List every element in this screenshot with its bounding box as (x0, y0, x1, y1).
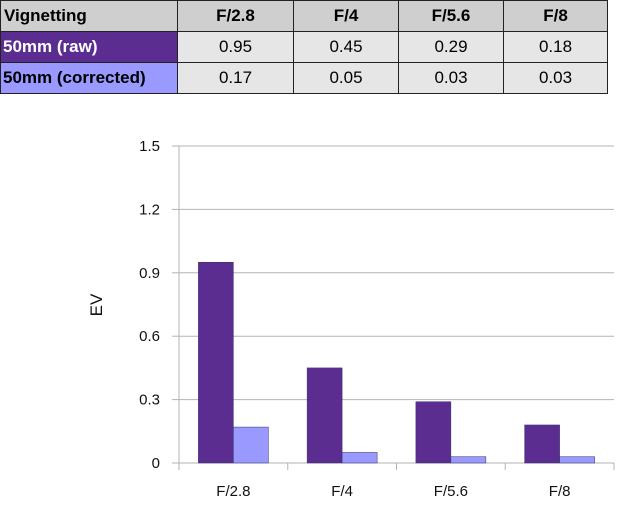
row-label-corrected: 50mm (corrected) (0, 62, 178, 94)
table-row: 50mm (corrected) 0.17 0.05 0.03 0.03 (0, 62, 608, 94)
x-tick-label: F/4 (331, 483, 353, 500)
table-cell: 0.95 (177, 31, 294, 63)
table-cell: 0.45 (293, 31, 399, 63)
row-label-raw: 50mm (raw) (0, 31, 178, 63)
table-corner-label: Vignetting (0, 0, 178, 32)
y-tick-label: 1.5 (139, 138, 160, 155)
x-tick-label: F/8 (549, 483, 571, 500)
table-cell: 0.17 (177, 62, 294, 94)
y-tick-label: 0 (152, 455, 160, 472)
table-cell: 0.29 (398, 31, 504, 63)
column-header: F/8 (503, 0, 608, 32)
y-axis-label: EV (87, 293, 106, 316)
bar-corrected (450, 456, 487, 464)
bar-raw (415, 401, 452, 464)
bar-corrected (341, 452, 378, 464)
column-header: F/5.6 (398, 0, 504, 32)
table-cell: 0.03 (503, 62, 608, 94)
bar-raw (198, 261, 234, 464)
y-tick-label: 1.2 (139, 201, 160, 218)
table-cell: 0.05 (293, 62, 399, 94)
y-tick-label: 0.9 (139, 265, 160, 282)
y-tick-label: 0.6 (139, 328, 160, 345)
bar-raw (306, 367, 343, 464)
x-tick-label: F/2.8 (216, 483, 250, 500)
table-header-row: Vignetting F/2.8 F/4 F/5.6 F/8 (0, 0, 608, 32)
bar-corrected (233, 426, 269, 464)
table-cell: 0.18 (503, 31, 608, 63)
x-tick-label: F/5.6 (434, 483, 468, 500)
bar-raw (524, 424, 560, 464)
table-row: 50mm (raw) 0.95 0.45 0.29 0.18 (0, 31, 608, 63)
bar-corrected (559, 456, 595, 464)
y-tick-label: 0.3 (139, 392, 160, 409)
table-cell: 0.03 (398, 62, 504, 94)
vignetting-table: Vignetting F/2.8 F/4 F/5.6 F/8 50mm (raw… (0, 0, 608, 94)
